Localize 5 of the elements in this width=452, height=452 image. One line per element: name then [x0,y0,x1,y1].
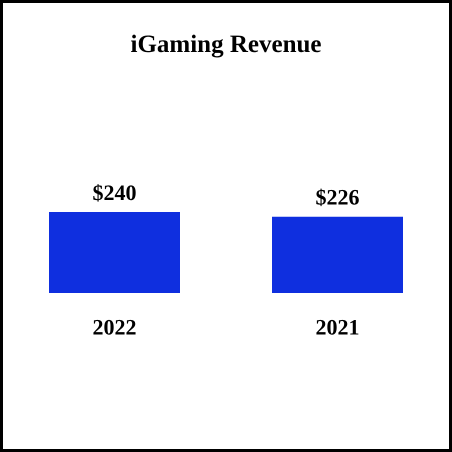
x-tick-label: 2022 [92,314,136,340]
data-label: $226 [316,184,360,210]
data-label: $240 [92,180,136,205]
x-tick-label: 2021 [316,314,360,340]
chart-title: iGaming Revenue [130,31,322,59]
